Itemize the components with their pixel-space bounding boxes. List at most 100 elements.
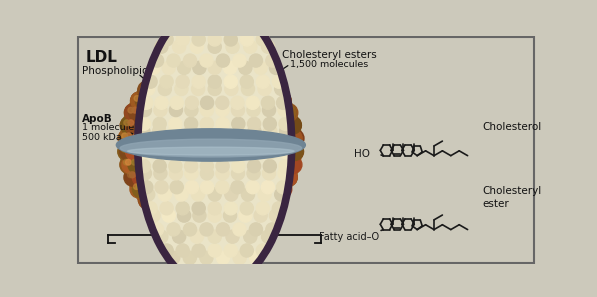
Circle shape bbox=[233, 204, 239, 210]
Circle shape bbox=[282, 143, 300, 160]
Circle shape bbox=[158, 133, 164, 139]
Circle shape bbox=[264, 195, 270, 200]
Circle shape bbox=[128, 120, 134, 126]
Circle shape bbox=[267, 146, 272, 152]
Circle shape bbox=[205, 222, 211, 228]
Circle shape bbox=[257, 184, 262, 189]
Text: Phospholipids: Phospholipids bbox=[82, 66, 155, 76]
Circle shape bbox=[272, 104, 290, 121]
Circle shape bbox=[136, 92, 153, 110]
Circle shape bbox=[189, 129, 206, 147]
Circle shape bbox=[174, 133, 180, 139]
Circle shape bbox=[175, 58, 192, 76]
Circle shape bbox=[192, 54, 210, 72]
Circle shape bbox=[256, 81, 274, 99]
Circle shape bbox=[176, 265, 189, 278]
Circle shape bbox=[183, 180, 201, 198]
Circle shape bbox=[150, 204, 156, 210]
Circle shape bbox=[158, 116, 176, 134]
Circle shape bbox=[250, 120, 255, 126]
Circle shape bbox=[184, 138, 198, 151]
Circle shape bbox=[288, 133, 294, 139]
Circle shape bbox=[173, 208, 190, 226]
Circle shape bbox=[279, 168, 297, 186]
Circle shape bbox=[248, 204, 253, 210]
Circle shape bbox=[193, 81, 211, 99]
Circle shape bbox=[257, 159, 263, 165]
Circle shape bbox=[118, 129, 136, 147]
Circle shape bbox=[122, 129, 140, 147]
Circle shape bbox=[201, 218, 207, 223]
Circle shape bbox=[207, 58, 224, 76]
Circle shape bbox=[233, 143, 251, 160]
Circle shape bbox=[155, 168, 173, 186]
Circle shape bbox=[260, 133, 266, 139]
Circle shape bbox=[176, 212, 181, 217]
Circle shape bbox=[219, 68, 225, 73]
Circle shape bbox=[279, 125, 293, 138]
Circle shape bbox=[181, 214, 199, 232]
Circle shape bbox=[226, 40, 239, 53]
Circle shape bbox=[268, 184, 273, 189]
Circle shape bbox=[224, 75, 230, 81]
Circle shape bbox=[154, 204, 159, 210]
Circle shape bbox=[211, 92, 229, 110]
Circle shape bbox=[174, 200, 192, 218]
Circle shape bbox=[241, 168, 259, 186]
Circle shape bbox=[211, 200, 229, 218]
Circle shape bbox=[167, 156, 184, 173]
Circle shape bbox=[245, 172, 250, 178]
Circle shape bbox=[192, 172, 198, 178]
Circle shape bbox=[152, 107, 158, 113]
Circle shape bbox=[210, 172, 216, 178]
Circle shape bbox=[176, 81, 193, 99]
Circle shape bbox=[147, 120, 153, 126]
Circle shape bbox=[137, 146, 150, 159]
Circle shape bbox=[205, 75, 211, 81]
Circle shape bbox=[171, 129, 189, 147]
Circle shape bbox=[216, 138, 229, 151]
Circle shape bbox=[185, 218, 202, 236]
Circle shape bbox=[189, 222, 194, 228]
Circle shape bbox=[253, 180, 270, 198]
Circle shape bbox=[237, 191, 254, 209]
Circle shape bbox=[196, 204, 202, 210]
Circle shape bbox=[170, 159, 176, 165]
Circle shape bbox=[212, 54, 230, 72]
Circle shape bbox=[176, 12, 189, 25]
Circle shape bbox=[142, 195, 147, 200]
Circle shape bbox=[158, 116, 176, 134]
Circle shape bbox=[273, 133, 278, 139]
Circle shape bbox=[272, 75, 285, 88]
Circle shape bbox=[187, 159, 193, 165]
Ellipse shape bbox=[128, 147, 294, 155]
Circle shape bbox=[131, 159, 137, 165]
Circle shape bbox=[192, 202, 205, 215]
Circle shape bbox=[238, 156, 256, 173]
Circle shape bbox=[263, 167, 276, 180]
Circle shape bbox=[130, 172, 136, 178]
Circle shape bbox=[169, 117, 182, 130]
Circle shape bbox=[208, 209, 221, 222]
Circle shape bbox=[152, 75, 157, 81]
Circle shape bbox=[230, 92, 247, 110]
Circle shape bbox=[237, 191, 254, 209]
Circle shape bbox=[269, 129, 287, 147]
Circle shape bbox=[180, 143, 197, 160]
Circle shape bbox=[192, 172, 198, 178]
Circle shape bbox=[202, 180, 220, 198]
Circle shape bbox=[196, 96, 202, 101]
Circle shape bbox=[278, 104, 291, 117]
Circle shape bbox=[233, 204, 239, 210]
Circle shape bbox=[155, 159, 160, 165]
Circle shape bbox=[180, 64, 198, 82]
Circle shape bbox=[267, 85, 273, 91]
Circle shape bbox=[267, 85, 273, 91]
Circle shape bbox=[147, 195, 153, 200]
Circle shape bbox=[224, 168, 242, 186]
Circle shape bbox=[183, 68, 189, 73]
Circle shape bbox=[155, 168, 173, 186]
Circle shape bbox=[192, 54, 210, 72]
Circle shape bbox=[283, 120, 289, 126]
Circle shape bbox=[153, 125, 166, 138]
